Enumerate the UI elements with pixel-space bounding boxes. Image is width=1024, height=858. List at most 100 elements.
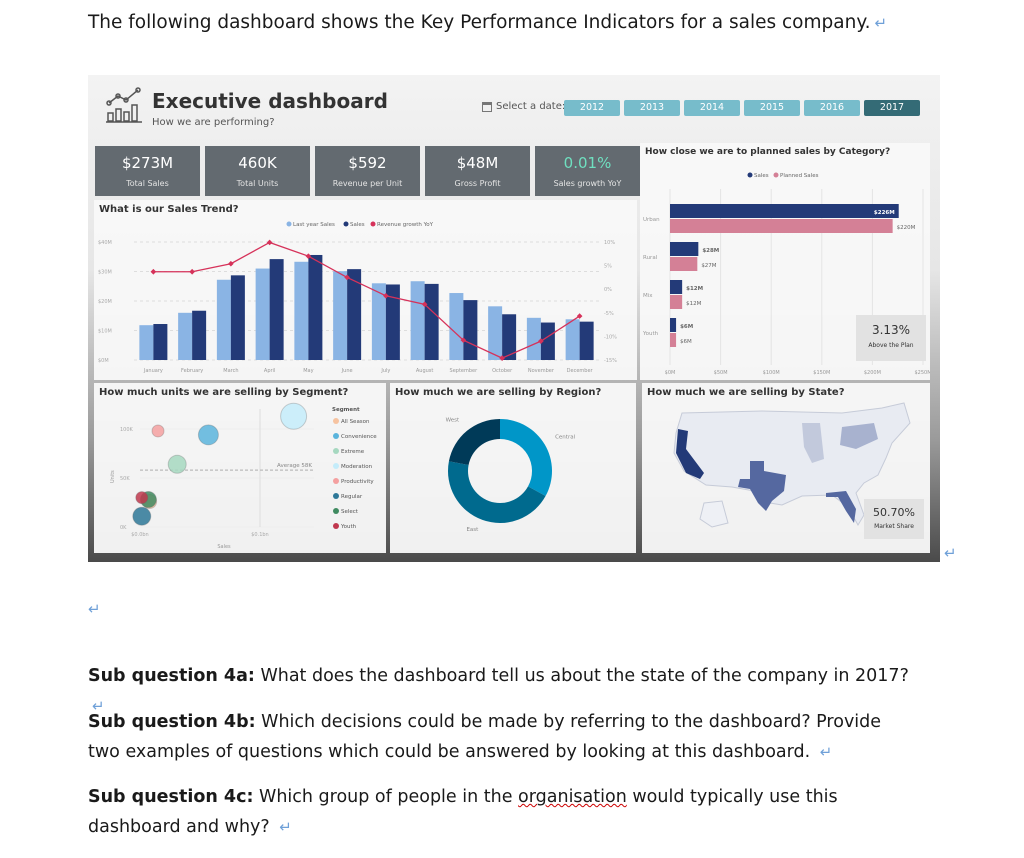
card-label: Above the Plan (868, 342, 914, 349)
y2-tick-label: 10% (604, 240, 615, 246)
kpi-label: Total Sales (126, 179, 169, 188)
legend-marker (333, 463, 339, 469)
bar-last-year-sales (565, 319, 580, 360)
bubble-moderation (280, 402, 308, 430)
legend-marker (333, 493, 339, 499)
state-panel: How much we are selling by State? 50.70%… (642, 383, 930, 553)
kpi-value: $592 (348, 154, 387, 172)
bar-last-year-sales (526, 317, 541, 360)
x-tick-label: February (181, 368, 203, 374)
bar-planned-sales (670, 219, 893, 233)
year-button-2013[interactable]: 2013 (624, 100, 680, 116)
legend-marker (333, 508, 339, 514)
bar-last-year-sales (488, 306, 503, 360)
legend-marker (333, 448, 339, 454)
kpi-label: Revenue per Unit (332, 179, 403, 188)
x-tick-label: $0.1bn (251, 532, 268, 538)
legend-label: Extreme (341, 449, 365, 455)
bar-planned-sales (670, 333, 677, 347)
california-shape (676, 429, 704, 479)
donut-slice-west (448, 419, 500, 466)
year-button-2015[interactable]: 2015 (744, 100, 800, 116)
data-label: $12M (686, 301, 701, 307)
intro-text: The following dashboard shows the Key Pe… (88, 12, 871, 33)
chart-logo-icon (106, 87, 142, 123)
legend-label: Last year Sales (293, 222, 335, 228)
x-tick-label: March (223, 368, 238, 374)
y-tick-label: 100K (120, 427, 134, 433)
kpi-label: Sales growth YoY (553, 179, 622, 188)
bar-sales (153, 324, 168, 360)
bar-planned-sales (670, 257, 698, 271)
region-chart: Central East West (446, 418, 576, 534)
card-label: Market Share (874, 523, 914, 530)
legend-label: Sales (350, 222, 365, 228)
market-share-card: 50.70% Market Share (864, 499, 924, 539)
revenue-growth-point (383, 292, 389, 299)
revenue-growth-point (150, 268, 157, 275)
x-tick-label: $0M (665, 370, 676, 376)
bar-last-year-sales (255, 268, 270, 360)
state-title: How much we are selling by State? (647, 387, 845, 398)
data-label: $6M (680, 324, 693, 330)
average-label: Average 58K (277, 463, 312, 469)
legend-title: Segment (332, 407, 360, 413)
year-button-2017[interactable]: 2017 (864, 100, 920, 116)
y-tick-label: $40M (98, 240, 112, 246)
bar-sales (308, 254, 323, 360)
question-text: would typically use this dashboard and w… (88, 787, 838, 837)
y2-tick-label: -15% (604, 358, 617, 364)
sales-trend-chart: $0M $10M $20M $30M $40M -15% -10% -5% 0% 5% 10% Las… (98, 221, 617, 374)
y-tick-label: $20M (98, 299, 112, 305)
paragraph-mark: ↵ (874, 14, 888, 32)
segment-title: How much units we are selling by Segment… (99, 387, 349, 398)
x-tick-label: December (567, 368, 594, 374)
x-tick-label: January (143, 368, 163, 374)
x-tick-label: November (528, 368, 555, 374)
category-label: Mix (643, 293, 653, 299)
legend-label: Productivity (341, 479, 374, 485)
y-tick-label: $0M (98, 358, 109, 364)
year-button-2012[interactable]: 2012 (564, 100, 620, 116)
data-label: $6M (680, 339, 692, 345)
x-tick-label: $50M (714, 370, 728, 376)
region-panel: How much we are selling by Region? Centr… (390, 383, 636, 553)
bar-last-year-sales (449, 293, 464, 360)
question-4a: Sub question 4a: What does the dashboard… (88, 661, 918, 721)
segment-chart: 0K 50K 100K $0.0bn $0.1bn Sales Units Average 5… (110, 402, 377, 550)
question-label: Sub question 4c: (88, 787, 254, 807)
calendar-icon (482, 101, 492, 112)
x-tick-label: June (341, 368, 353, 374)
legend-marker (343, 221, 349, 227)
card-value: 50.70% (873, 506, 915, 519)
year-button-2016[interactable]: 2016 (804, 100, 860, 116)
bar-sales (463, 300, 478, 360)
data-label: $28M (702, 248, 719, 254)
legend-label: Planned Sales (780, 173, 819, 179)
question-4c: Sub question 4c: Which group of people i… (88, 782, 918, 842)
category-panel: How close we are to planned sales by Cat… (640, 143, 930, 380)
question-text: Which decisions could be made by referri… (88, 712, 882, 762)
card-value: 3.13% (871, 323, 911, 337)
spellcheck-word[interactable]: organisation (518, 787, 627, 807)
y2-tick-label: 5% (604, 264, 612, 270)
x-tick-label: $150M (813, 370, 830, 376)
legend-label: Sales (754, 173, 769, 179)
data-label: $220M (897, 225, 916, 231)
alaska-shape (699, 500, 729, 528)
x-tick-label: October (492, 368, 513, 374)
kpi-total-sales: $273M Total Sales (95, 146, 200, 196)
kpi-value: 0.01% (563, 154, 612, 172)
above-plan-card: 3.13% Above the Plan (856, 315, 926, 361)
paragraph-mark: ↵ (92, 697, 105, 715)
revenue-growth-point (460, 337, 467, 344)
question-text: Which group of people in the (253, 787, 519, 807)
y-tick-label: 0K (120, 525, 127, 531)
donut-slice-east (448, 461, 546, 523)
legend-marker (333, 478, 339, 484)
y2-tick-label: 0% (604, 287, 612, 293)
bar-sales (670, 280, 683, 294)
donut-slice-central (500, 419, 552, 497)
us-map (673, 402, 911, 528)
year-button-2014[interactable]: 2014 (684, 100, 740, 116)
